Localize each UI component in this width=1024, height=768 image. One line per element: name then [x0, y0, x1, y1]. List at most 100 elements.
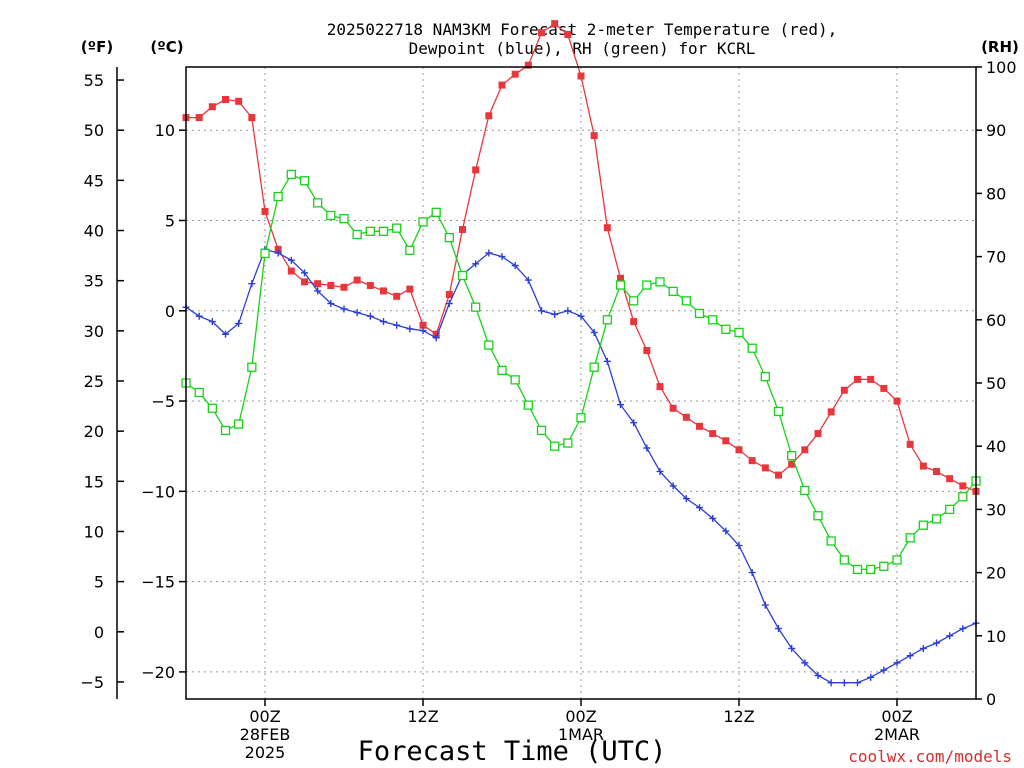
dewpoint-point: [472, 260, 480, 268]
rh-point: [392, 223, 402, 233]
dewpoint-point: [840, 679, 848, 687]
dewpoint-point: [814, 672, 822, 680]
dewpoint-point: [393, 321, 401, 329]
dewpoint-point: [906, 652, 914, 660]
dewpoint-point: [682, 495, 690, 503]
temperature-point: [590, 132, 598, 140]
x-axis-title: Forecast Time (UTC): [358, 736, 667, 767]
fahrenheit-tick-label: 0: [94, 623, 104, 642]
temperature-point: [788, 460, 796, 468]
dewpoint-point: [301, 269, 308, 277]
rh-tick-label: 10: [986, 627, 1006, 646]
dewpoint-point: [656, 467, 664, 475]
temperature-point: [340, 283, 348, 291]
temperature-point: [827, 408, 835, 416]
rh-point: [747, 343, 757, 353]
dewpoint-point: [195, 312, 203, 320]
fahrenheit-tick-label: 55: [84, 71, 104, 90]
x-tick-label: 12Z: [723, 707, 754, 726]
fahrenheit-tick-label: 15: [84, 472, 104, 491]
fahrenheit-tick-label: 25: [84, 372, 104, 391]
fahrenheit-tick-label: 30: [84, 322, 104, 341]
rh-tick-label: 40: [986, 437, 1006, 456]
temperature-point: [775, 471, 782, 479]
rh-point: [497, 365, 507, 376]
celsius-tick-label: 5: [165, 211, 175, 230]
credit-text: coolwx.com/models: [848, 747, 1012, 766]
rh-point: [326, 210, 336, 221]
rh-point: [839, 555, 849, 565]
dewpoint-point: [287, 256, 295, 264]
rh-point: [681, 296, 691, 306]
rh-point: [800, 485, 810, 496]
temperature-point: [538, 29, 545, 37]
rh-point: [339, 214, 349, 224]
temperature-point: [893, 397, 901, 405]
temperature-point: [485, 112, 493, 120]
temperature-point: [682, 413, 690, 421]
temperature-point: [630, 318, 638, 326]
dewpoint-point: [274, 249, 282, 257]
dewpoint-point: [590, 328, 598, 336]
temperature-point: [854, 375, 861, 383]
dewpoint-point: [946, 632, 954, 640]
rh-point: [220, 425, 231, 436]
temperature-point: [498, 81, 506, 89]
dewpoint-point: [314, 287, 322, 295]
rh-point: [207, 403, 217, 413]
celsius-unit-label: (ºC): [150, 38, 183, 56]
rh-point: [615, 280, 626, 290]
rh-point: [813, 511, 823, 521]
rh-point: [655, 277, 665, 287]
x-tick-label: 28FEB: [240, 725, 291, 744]
rh-line: [185, 173, 977, 571]
dewpoint-point: [748, 569, 756, 577]
x-tick-label: 00Z: [565, 707, 596, 726]
temperature-point: [366, 281, 374, 289]
temperature-point: [261, 207, 269, 215]
temperature-point: [208, 103, 216, 111]
dewpoint-point: [235, 319, 243, 327]
rh-point: [234, 419, 244, 429]
rh-point: [299, 176, 310, 186]
temperature-point: [327, 281, 335, 289]
rh-point: [773, 406, 784, 417]
rh-point: [668, 286, 678, 297]
dewpoint-point: [959, 625, 967, 633]
rh-point: [787, 451, 797, 461]
fahrenheit-tick-label: 50: [84, 121, 104, 140]
rh-point: [589, 362, 599, 372]
rh-tick-label: 50: [986, 374, 1006, 393]
temperature-point: [393, 292, 401, 300]
fahrenheit-tick-label: 5: [94, 573, 104, 592]
dewpoint-point: [669, 482, 677, 490]
x-tick-label: 1MAR: [558, 725, 604, 744]
x-tick-label: 00Z: [881, 707, 912, 726]
rh-point: [550, 441, 560, 451]
rh-point: [694, 308, 705, 319]
dewpoint-point: [248, 280, 256, 288]
rh-point: [958, 492, 968, 502]
dewpoint-point: [775, 625, 782, 633]
temperature-point: [814, 430, 822, 438]
rh-tick-label: 100: [986, 58, 1017, 77]
rh-series: [181, 169, 981, 575]
dewpoint-point: [432, 334, 440, 342]
temperature-point: [274, 245, 282, 253]
dewpoint-point: [222, 330, 229, 338]
rh-point: [444, 232, 454, 243]
dewpoint-point: [603, 357, 611, 365]
temperature-point: [643, 346, 651, 354]
rh-point: [721, 324, 731, 334]
dewpoint-point: [353, 309, 361, 317]
rh-point: [313, 198, 323, 208]
dewpoint-point: [366, 312, 374, 320]
temperature-point: [551, 20, 559, 28]
dewpoint-point: [445, 300, 453, 308]
dewpoint-point: [722, 527, 730, 535]
temperature-point: [906, 440, 914, 448]
rh-point: [378, 226, 389, 236]
temperature-point: [314, 280, 322, 288]
dewpoint-point: [327, 300, 335, 308]
